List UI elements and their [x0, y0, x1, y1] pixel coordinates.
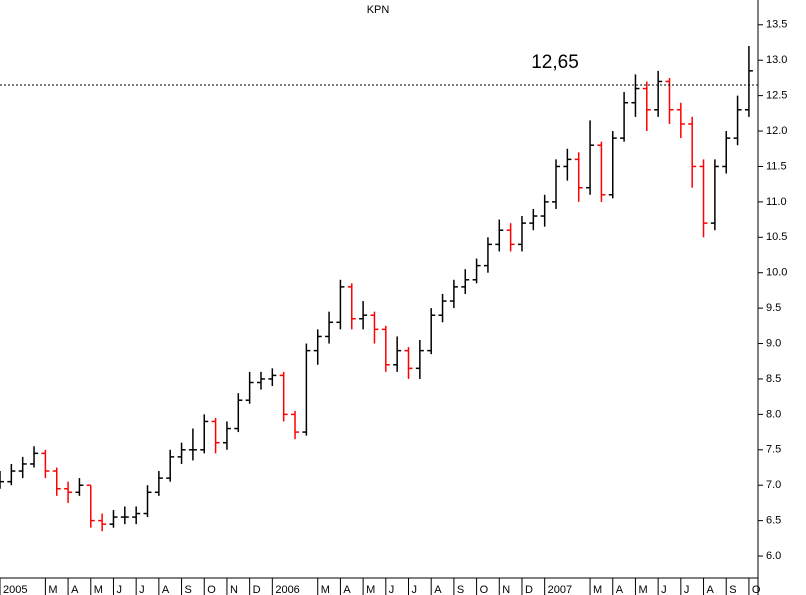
- y-tick-label: 7.0: [766, 479, 781, 491]
- x-tick-label: 2006: [275, 584, 299, 595]
- x-tick-label: J: [139, 584, 145, 595]
- chart-title: KPN: [367, 4, 390, 16]
- x-tick-label: O: [752, 584, 761, 595]
- x-tick-label: M: [593, 584, 602, 595]
- y-tick-label: 7.5: [766, 444, 781, 456]
- y-tick-label: 10.0: [766, 267, 787, 279]
- x-tick-label: A: [343, 584, 351, 595]
- x-tick-label: A: [162, 584, 170, 595]
- x-tick-label: M: [638, 584, 647, 595]
- x-tick-label: N: [502, 584, 510, 595]
- x-tick-label: J: [389, 584, 395, 595]
- x-tick-label: 2007: [548, 584, 572, 595]
- y-tick-label: 8.0: [766, 408, 781, 420]
- x-tick-label: J: [412, 584, 418, 595]
- x-tick-label: S: [457, 584, 464, 595]
- x-tick-label: A: [616, 584, 624, 595]
- x-tick-label: M: [366, 584, 375, 595]
- y-tick-label: 13.0: [766, 54, 787, 66]
- x-tick-label: A: [71, 584, 79, 595]
- x-tick-label: J: [661, 584, 667, 595]
- y-tick-label: 6.0: [766, 550, 781, 562]
- y-tick-label: 11.0: [766, 196, 787, 208]
- x-tick-label: J: [684, 584, 690, 595]
- y-tick-label: 9.0: [766, 337, 781, 349]
- y-tick-label: 12.5: [766, 90, 787, 102]
- reference-label: 12,65: [531, 52, 579, 73]
- x-tick-label: N: [230, 584, 238, 595]
- x-tick-label: 2005: [3, 584, 27, 595]
- x-tick-label: M: [94, 584, 103, 595]
- y-tick-label: 10.5: [766, 231, 787, 243]
- y-tick-label: 9.5: [766, 302, 781, 314]
- y-tick-label: 13.5: [766, 19, 787, 31]
- x-tick-label: J: [116, 584, 122, 595]
- x-tick-label: A: [434, 584, 442, 595]
- x-tick-label: S: [729, 584, 736, 595]
- x-tick-label: O: [480, 584, 489, 595]
- x-tick-label: S: [185, 584, 192, 595]
- y-tick-label: 8.5: [766, 373, 781, 385]
- x-tick-label: D: [253, 584, 261, 595]
- x-tick-label: A: [707, 584, 715, 595]
- y-tick-label: 6.5: [766, 515, 781, 527]
- x-tick-label: M: [321, 584, 330, 595]
- x-tick-label: D: [525, 584, 533, 595]
- x-tick-label: O: [207, 584, 216, 595]
- y-tick-label: 11.5: [766, 160, 787, 172]
- y-tick-label: 12.0: [766, 125, 787, 137]
- x-tick-label: M: [48, 584, 57, 595]
